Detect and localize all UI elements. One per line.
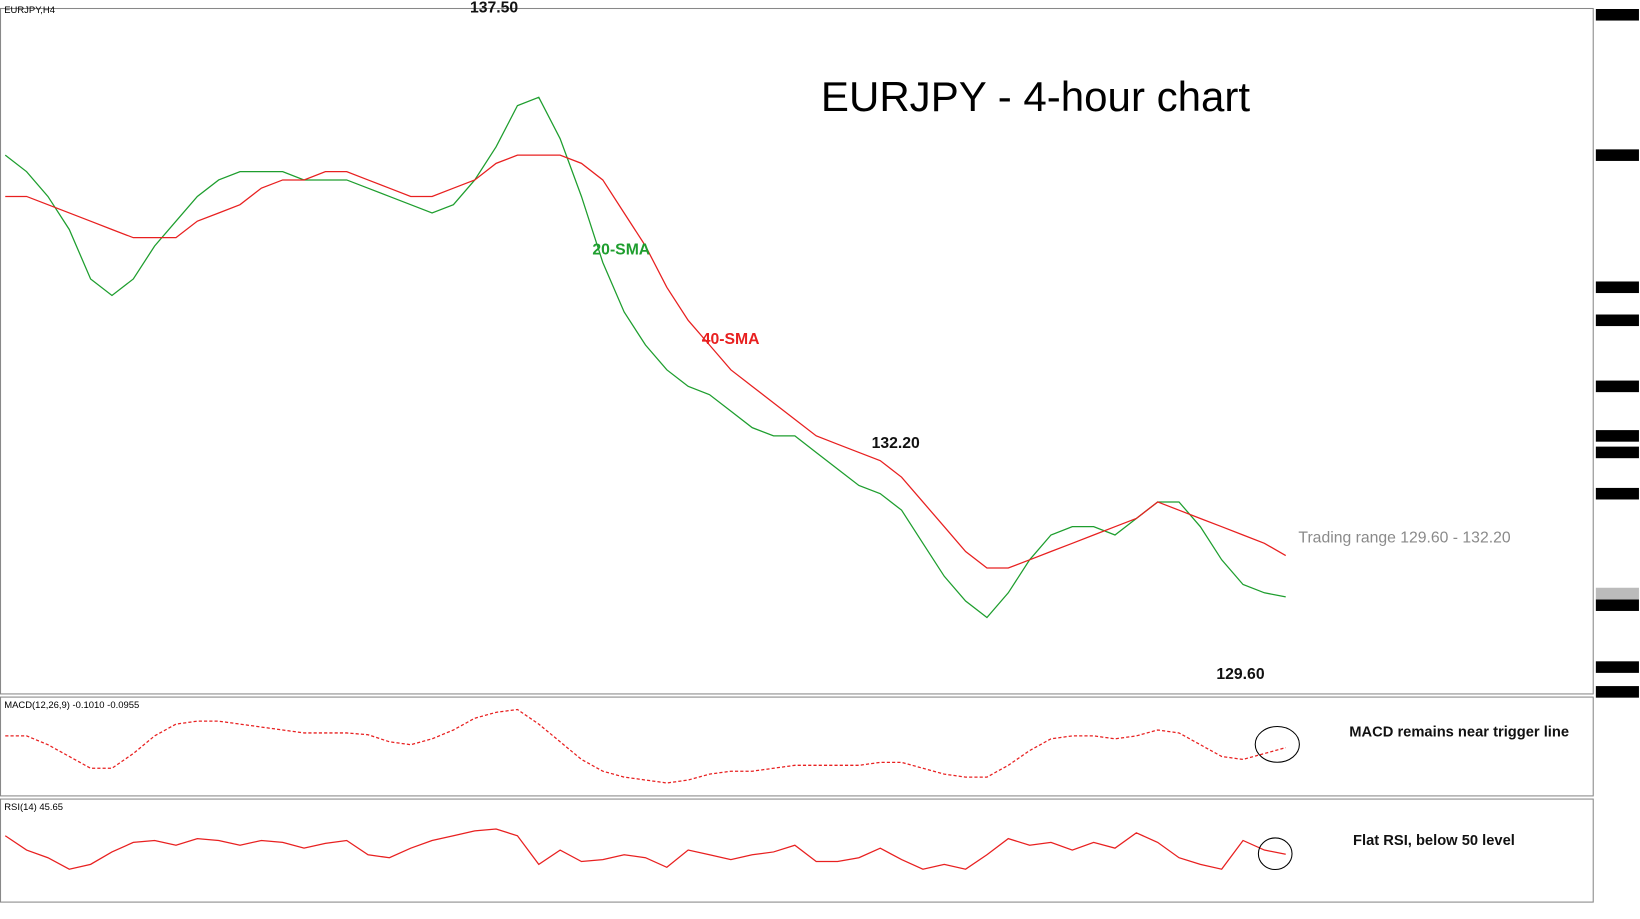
- macd-panel-frame: [0, 696, 1594, 797]
- macd-title: MACD(12,26,9) -0.1010 -0.0955: [4, 700, 139, 711]
- level-label-box: [1595, 446, 1639, 459]
- price-panel-frame: [0, 7, 1594, 695]
- level-label-box: [1595, 430, 1639, 442]
- level-label-box: [1595, 281, 1639, 294]
- sma-line: [5, 154, 1287, 569]
- chart-title: EURJPY - 4-hour chart: [821, 73, 1251, 120]
- level-label-box: [1595, 686, 1639, 698]
- sma20-label: 20-SMA: [592, 241, 650, 258]
- level-label-box: [1595, 487, 1639, 500]
- level-label-box: [1595, 314, 1639, 327]
- high-annotation: 137.50: [470, 0, 518, 17]
- sma-line: [4, 96, 1286, 619]
- data-layer: [4, 96, 1287, 870]
- current-price-box: [1595, 587, 1639, 600]
- rsi-panel-frame: [0, 798, 1594, 903]
- text-layer: EURJPY - 4-hour chart EURJPY,H4 137.50 1…: [4, 0, 1639, 849]
- rsi-highlight-circle: [1257, 837, 1293, 871]
- level-label-box: [1595, 380, 1639, 393]
- sma40-label: 40-SMA: [702, 331, 760, 348]
- macd-annotation: MACD remains near trigger line: [1349, 725, 1569, 741]
- level-label-box: [1595, 149, 1639, 161]
- range-annotation: Trading range 129.60 - 132.20: [1298, 530, 1510, 547]
- level-label-box: [1595, 599, 1639, 611]
- level-label-box: [1595, 661, 1639, 673]
- macd-highlight-circle: [1254, 726, 1300, 763]
- level-label-box: [1595, 8, 1639, 21]
- symbol-label: EURJPY,H4: [4, 5, 55, 16]
- rsi-title: RSI(14) 45.65: [4, 802, 63, 813]
- rsi-annotation: Flat RSI, below 50 level: [1353, 833, 1515, 849]
- rsi-line: [4, 828, 1286, 870]
- range-top-annotation: 132.20: [872, 435, 920, 452]
- frame-layer: [0, 7, 1594, 903]
- low-annotation: 129.60: [1216, 666, 1264, 683]
